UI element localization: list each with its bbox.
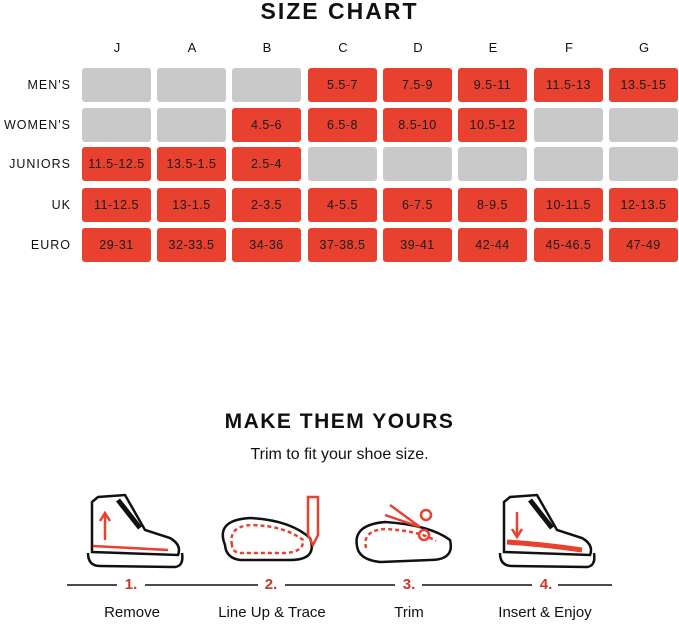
column-header: J — [113, 40, 121, 55]
size-cell — [82, 68, 151, 102]
size-cell: 4.5-6 — [232, 108, 301, 142]
step-label: Remove — [104, 604, 160, 621]
column-header: B — [262, 40, 272, 55]
size-cell: 2.5-4 — [232, 147, 301, 181]
row-label: MEN'S — [27, 78, 71, 92]
size-cell — [232, 68, 301, 102]
size-cell: 12-13.5 — [609, 188, 678, 222]
size-cell — [157, 68, 226, 102]
size-cell — [534, 108, 603, 142]
size-cell: 13.5-15 — [609, 68, 678, 102]
step-number: 2. — [264, 576, 278, 593]
column-header: G — [638, 40, 650, 55]
insole-scissors-icon — [355, 503, 453, 564]
size-cell: 34-36 — [232, 228, 301, 262]
size-cell: 5.5-7 — [308, 68, 377, 102]
column-header: A — [187, 40, 197, 55]
row-label: WOMEN'S — [3, 118, 71, 132]
size-cell: 29-31 — [82, 228, 151, 262]
size-cell — [458, 147, 527, 181]
size-cell — [383, 147, 452, 181]
size-cell — [609, 147, 678, 181]
size-cell: 45-46.5 — [534, 228, 603, 262]
size-cell: 13.5-1.5 — [157, 147, 226, 181]
insole-trace-pencil-icon — [221, 495, 320, 562]
size-cell — [82, 108, 151, 142]
instructions-title: MAKE THEM YOURS — [224, 410, 455, 433]
size-cell: 10-11.5 — [534, 188, 603, 222]
size-cell: 9.5-11 — [458, 68, 527, 102]
size-cell — [534, 147, 603, 181]
column-header: D — [413, 40, 423, 55]
step-number: 1. — [124, 576, 138, 593]
size-cell: 47-49 — [609, 228, 678, 262]
boot-remove-insole-icon — [86, 493, 184, 569]
size-cell: 7.5-9 — [383, 68, 452, 102]
instructions-subtitle: Trim to fit your shoe size. — [250, 446, 429, 463]
size-cell: 13-1.5 — [157, 188, 226, 222]
row-label: JUNIORS — [9, 157, 71, 171]
column-header: F — [565, 40, 573, 55]
size-cell: 42-44 — [458, 228, 527, 262]
column-header: E — [488, 40, 498, 55]
size-cell: 39-41 — [383, 228, 452, 262]
size-cell: 32-33.5 — [157, 228, 226, 262]
size-cell: 8-9.5 — [458, 188, 527, 222]
steps-illustration — [67, 493, 612, 586]
size-cell: 37-38.5 — [308, 228, 377, 262]
size-cell: 6.5-8 — [308, 108, 377, 142]
size-cell: 11.5-13 — [534, 68, 603, 102]
row-label: UK — [51, 198, 71, 212]
step-number: 3. — [402, 576, 416, 593]
size-chart-title: SIZE CHART — [260, 0, 419, 24]
size-cell: 8.5-10 — [383, 108, 452, 142]
size-cell — [308, 147, 377, 181]
step-label: Trim — [394, 604, 424, 621]
step-label: Line Up & Trace — [218, 604, 326, 621]
boot-insert-insole-icon — [498, 493, 596, 569]
size-cell: 2-3.5 — [232, 188, 301, 222]
step-label: Insert & Enjoy — [498, 604, 592, 621]
step-number: 4. — [539, 576, 553, 593]
column-header: C — [338, 40, 348, 55]
size-cell — [609, 108, 678, 142]
size-cell: 10.5-12 — [458, 108, 527, 142]
size-cell: 11.5-12.5 — [82, 147, 151, 181]
size-cell: 6-7.5 — [383, 188, 452, 222]
row-label: EURO — [30, 238, 71, 252]
size-cell — [157, 108, 226, 142]
size-cell: 4-5.5 — [308, 188, 377, 222]
size-cell: 11-12.5 — [82, 188, 151, 222]
